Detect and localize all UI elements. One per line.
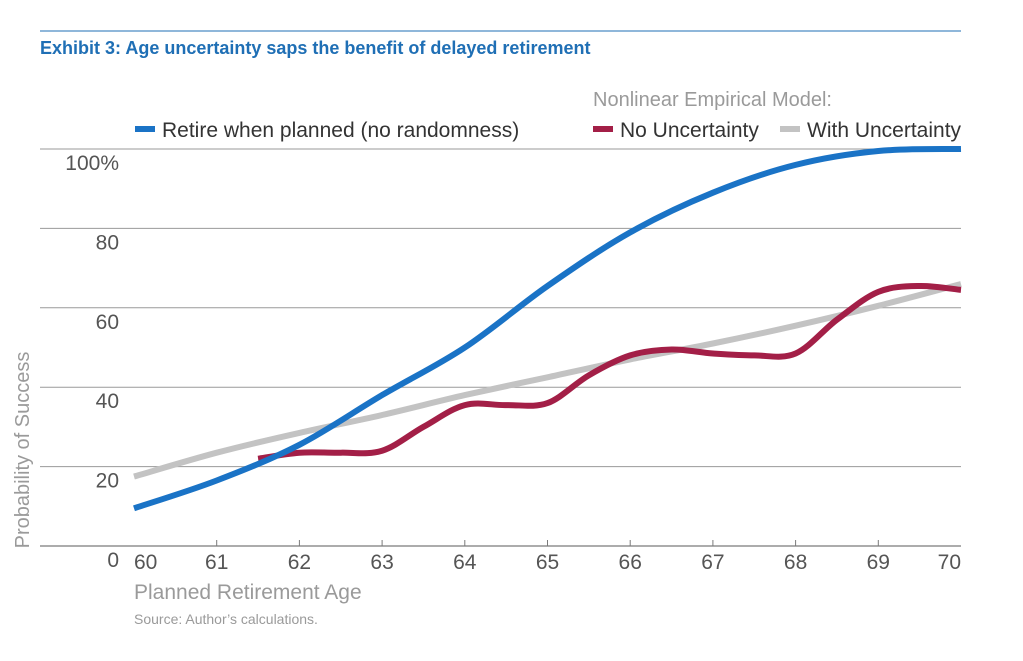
x-tick-marks <box>216 540 879 546</box>
chart-title: Exhibit 3: Age uncertainty saps the bene… <box>40 38 590 58</box>
y-tick-label: 60 <box>96 311 119 334</box>
source-note: Source: Author’s calculations. <box>134 611 318 627</box>
x-tick-label: 67 <box>701 551 724 574</box>
x-tick-label: 69 <box>867 551 890 574</box>
x-axis-label: Planned Retirement Age <box>134 581 362 604</box>
series-line-no-uncertainty <box>257 282 962 462</box>
y-tick-label: 80 <box>96 231 119 254</box>
legend-label: Retire when planned (no randomness) <box>162 119 519 142</box>
legend-group-label: Nonlinear Empirical Model: <box>593 89 832 111</box>
y-tick-labels: 0 20 40 60 80 100% <box>65 152 119 572</box>
gridlines <box>40 148 961 468</box>
y-tick-label: 0 <box>107 549 119 572</box>
x-tick-label: 63 <box>370 551 393 574</box>
legend-item-retire-when-planned: Retire when planned (no randomness) <box>135 119 519 142</box>
legend-label: With Uncertainty <box>807 119 962 142</box>
series-line-retire-when-planned <box>133 146 962 512</box>
legend-item-with-uncertainty: With Uncertainty <box>780 119 962 142</box>
x-tick-label: 64 <box>453 551 477 574</box>
x-tick-labels: 60 61 62 63 64 65 66 67 68 69 70 <box>134 551 961 574</box>
series-lines <box>133 146 962 512</box>
legend-item-no-uncertainty: No Uncertainty <box>593 119 759 142</box>
x-tick-label: 68 <box>784 551 807 574</box>
x-tick-label: 66 <box>619 551 642 574</box>
y-tick-label: 20 <box>96 470 119 493</box>
x-tick-label: 62 <box>288 551 311 574</box>
series-line-with-uncertainty <box>133 281 962 480</box>
legend: Retire when planned (no randomness) No Un… <box>135 119 962 142</box>
y-tick-label: 40 <box>96 390 119 413</box>
x-tick-label: 60 <box>134 551 157 574</box>
x-tick-label: 65 <box>536 551 559 574</box>
y-axis-label: Probability of Success <box>12 352 34 549</box>
legend-label: No Uncertainty <box>620 119 759 142</box>
x-tick-label: 70 <box>938 551 961 574</box>
x-tick-label: 61 <box>205 551 228 574</box>
y-tick-label: 100% <box>65 152 119 175</box>
